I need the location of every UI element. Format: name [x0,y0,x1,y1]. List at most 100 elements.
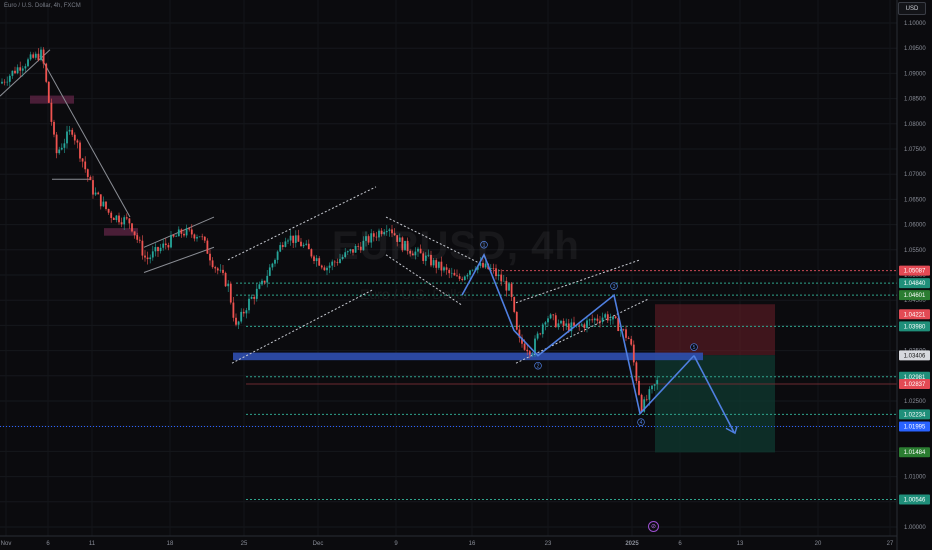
candle-body [435,260,438,268]
candle-body [328,265,331,268]
candle-body [60,147,63,150]
candle-body [305,243,308,245]
candle-body [133,231,136,236]
candle-body [253,296,256,299]
candle-body [331,261,334,266]
candle-body [510,283,513,298]
wave-label-circle [690,343,698,351]
channel-line [385,216,479,263]
candle-body [508,283,510,291]
candle-body [227,283,230,287]
candle-body [24,66,27,69]
candle-body [443,267,445,271]
candle-body [549,314,552,319]
candle-body [229,283,232,303]
candle-body [359,246,362,251]
candle-body [414,251,417,256]
candle-body [484,263,487,268]
candle-body [102,201,105,207]
price-tick-label: 1.07500 [904,147,926,153]
candle-body [307,243,310,250]
time-axis[interactable]: Nov 6 11 18 25 Dec 9 16 23 2025 6 13 20 27 [1,541,894,547]
channel-line [515,259,641,304]
candle-body [406,240,409,251]
candle-body [502,280,505,282]
projection-arrow [693,355,735,433]
price-tick-label: 1.06500 [904,197,926,203]
candle-body [16,67,19,74]
wave-label-circle [480,241,488,249]
take-profit-zone [655,355,775,453]
price-tick-label: 1.00000 [904,525,926,531]
grid-lines [0,0,897,536]
candle-body [372,233,375,237]
candle-body [344,252,347,258]
time-tick-label: 11 [89,541,96,547]
candle-body [515,311,518,330]
candle-body [557,323,560,328]
candle-body [297,235,300,242]
candle-body [495,268,497,277]
candle-body [76,140,79,143]
candle-body [92,180,94,195]
candle-body [398,237,401,242]
candle-body [128,218,131,224]
elliott-wave-path [461,252,695,416]
candle-body [445,267,448,270]
candle-body [292,235,295,243]
candle-body [284,241,287,247]
candle-body [136,235,139,240]
candle-body [562,320,565,326]
candle-body [640,394,643,412]
candle-body [58,149,61,154]
candle-body [609,319,612,321]
candle-body [188,228,191,230]
price-tag-label: 1.05087 [904,269,926,275]
candle-body [190,229,193,235]
wave-label: 1 [483,243,486,249]
candle-body [354,245,357,253]
candle-body [245,310,248,314]
candle-body [440,261,443,271]
currency-button[interactable]: USD [898,2,926,15]
wave-label-circle [610,282,618,290]
candle-body [263,280,266,283]
candle-body [11,70,14,76]
price-tick-label: 1.01000 [904,475,926,481]
chart-logo-icon[interactable]: ⊘ [648,521,659,532]
candle-body [261,280,263,285]
candle-body [6,81,9,83]
candle-body [138,239,141,241]
candle-body [112,217,115,220]
candle-body [632,344,635,363]
time-tick-label: 13 [737,541,744,547]
candle-body [219,269,222,271]
price-tag [899,265,930,276]
price-tag [899,494,930,505]
symbol-title[interactable]: Euro / U.S. Dollar, 4h, FXCM [4,3,81,9]
candle-body [237,321,240,325]
candle-body [313,256,315,262]
candle-body [255,288,258,299]
candle-body [141,240,144,256]
candle-body [578,324,581,326]
candle-body [547,318,549,323]
candle-body [315,258,318,262]
candle-body [653,384,656,386]
time-tick-label: 16 [469,541,476,547]
candle-body [193,234,196,239]
price-tag-label: 1.00546 [904,497,926,503]
candle-body [635,362,638,381]
candle-body [593,318,596,321]
candle-body [365,236,367,241]
candle-body [604,314,607,318]
candle-body [583,324,586,328]
price-tag [899,409,930,420]
candle-body [326,267,328,271]
candle-body [352,249,354,253]
arrowhead-icon [725,426,738,435]
candle-body [456,275,458,277]
candle-body [196,237,198,239]
watermark-symbol: EURUSD, 4h [332,224,580,268]
